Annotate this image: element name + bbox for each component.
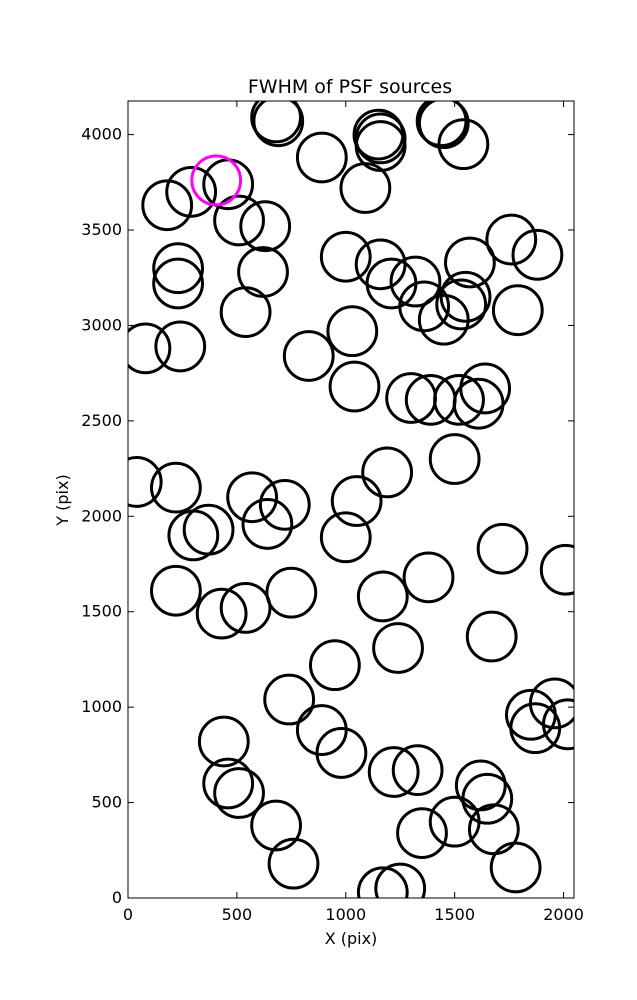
psf-source-8 [417,101,470,150]
y-tick-label: 0 [112,888,122,907]
y-tick-label: 4000 [81,125,122,144]
psf-source-74 [202,757,255,810]
psf-source-49 [167,509,220,562]
psf-source-50 [330,475,383,527]
x-tick-label: 1500 [434,905,475,924]
psf-source-13 [141,179,194,232]
psf-source-68 [367,746,420,798]
y-tick-label: 500 [91,793,122,812]
psf-source-3 [295,131,348,184]
sources-layer [128,101,574,898]
psf-source-17 [511,228,564,281]
y-tick-label: 2500 [81,411,122,430]
psf-source-72 [509,702,562,755]
psf-source-67 [315,727,368,779]
psf-source-75 [213,767,265,819]
psf-source-21 [389,255,442,308]
psf-source-42 [428,433,481,485]
psf-source-63 [308,639,361,692]
psf-source-11 [165,165,218,218]
y-tick-label: 2000 [81,506,122,525]
psf-source-59 [356,570,409,623]
y-axis-label: Y (pix) [53,474,72,526]
x-tick-label: 1000 [325,905,366,924]
psf-source-58 [265,566,318,619]
psf-source-62 [465,610,518,663]
psf-source-52 [319,511,372,564]
y-tick-label: 3000 [81,315,122,334]
psf-source-14 [213,194,265,247]
y-axis: 0 500 1000 1500 2000 2500 3000 3500 4000 [81,125,574,907]
psf-source-64 [263,673,316,726]
psf-source-84 [356,866,409,898]
psf-source-77 [267,837,320,890]
y-tick-label: 1000 [81,697,122,716]
plot-frame [127,100,575,899]
psf-source-76 [250,799,302,852]
y-tick-label: 1500 [81,602,122,621]
psf-source-28 [152,242,204,295]
highlighted-source [190,154,243,207]
psf-source-34 [282,330,335,382]
psf-source-43 [128,456,163,508]
psf-source-39 [433,373,485,426]
x-axis-label: X (pix) [325,929,378,948]
x-tick-label: 0 [123,905,133,924]
psf-source-45 [226,471,279,524]
x-tick-label: 2000 [543,905,584,924]
psf-source-55 [150,564,202,617]
psf-source-36 [328,360,381,413]
y-tick-label: 3500 [81,220,122,239]
psf-source-44 [150,461,202,514]
psf-source-85 [374,862,427,898]
psf-source-18 [319,230,372,283]
psf-source-47 [241,498,294,550]
psf-source-51 [361,446,414,499]
psf-source-41 [459,362,512,415]
psf-source-33 [154,320,207,373]
psf-source-69 [391,744,444,797]
psf-source-32 [128,322,172,375]
psf-source-60 [402,551,455,604]
psf-source-83 [489,841,542,894]
psf-source-57 [219,582,272,634]
psf-source-10 [339,162,392,214]
psf-source-25 [439,270,492,323]
psf-source-22 [444,236,496,289]
psf-source-56 [195,587,248,640]
psf-source-53 [476,522,529,575]
psf-source-1 [250,101,302,144]
psf-source-61 [372,622,424,674]
psf-source-15 [239,200,292,253]
x-tick-label: 500 [222,905,253,924]
psf-source-31 [219,286,272,338]
psf-source-46 [258,478,311,531]
psf-source-73 [542,698,574,751]
psf-source-65 [197,715,250,768]
psf-source-35 [326,305,379,358]
psf-source-48 [182,503,235,556]
psf-source-23 [398,280,451,333]
psf-source-29 [152,257,204,310]
psf-source-78 [396,807,448,860]
psf-source-9 [437,118,490,171]
psf-source-81 [461,772,514,825]
x-axis: 0 500 1000 1500 2000 [123,101,584,924]
chart-title: FWHM of PSF sources [248,76,452,98]
psf-source-27 [491,284,544,337]
psf-source-54 [539,543,574,596]
psf-source-26 [435,278,488,331]
psf-source-2 [252,101,305,148]
psf-source-16 [485,213,538,266]
